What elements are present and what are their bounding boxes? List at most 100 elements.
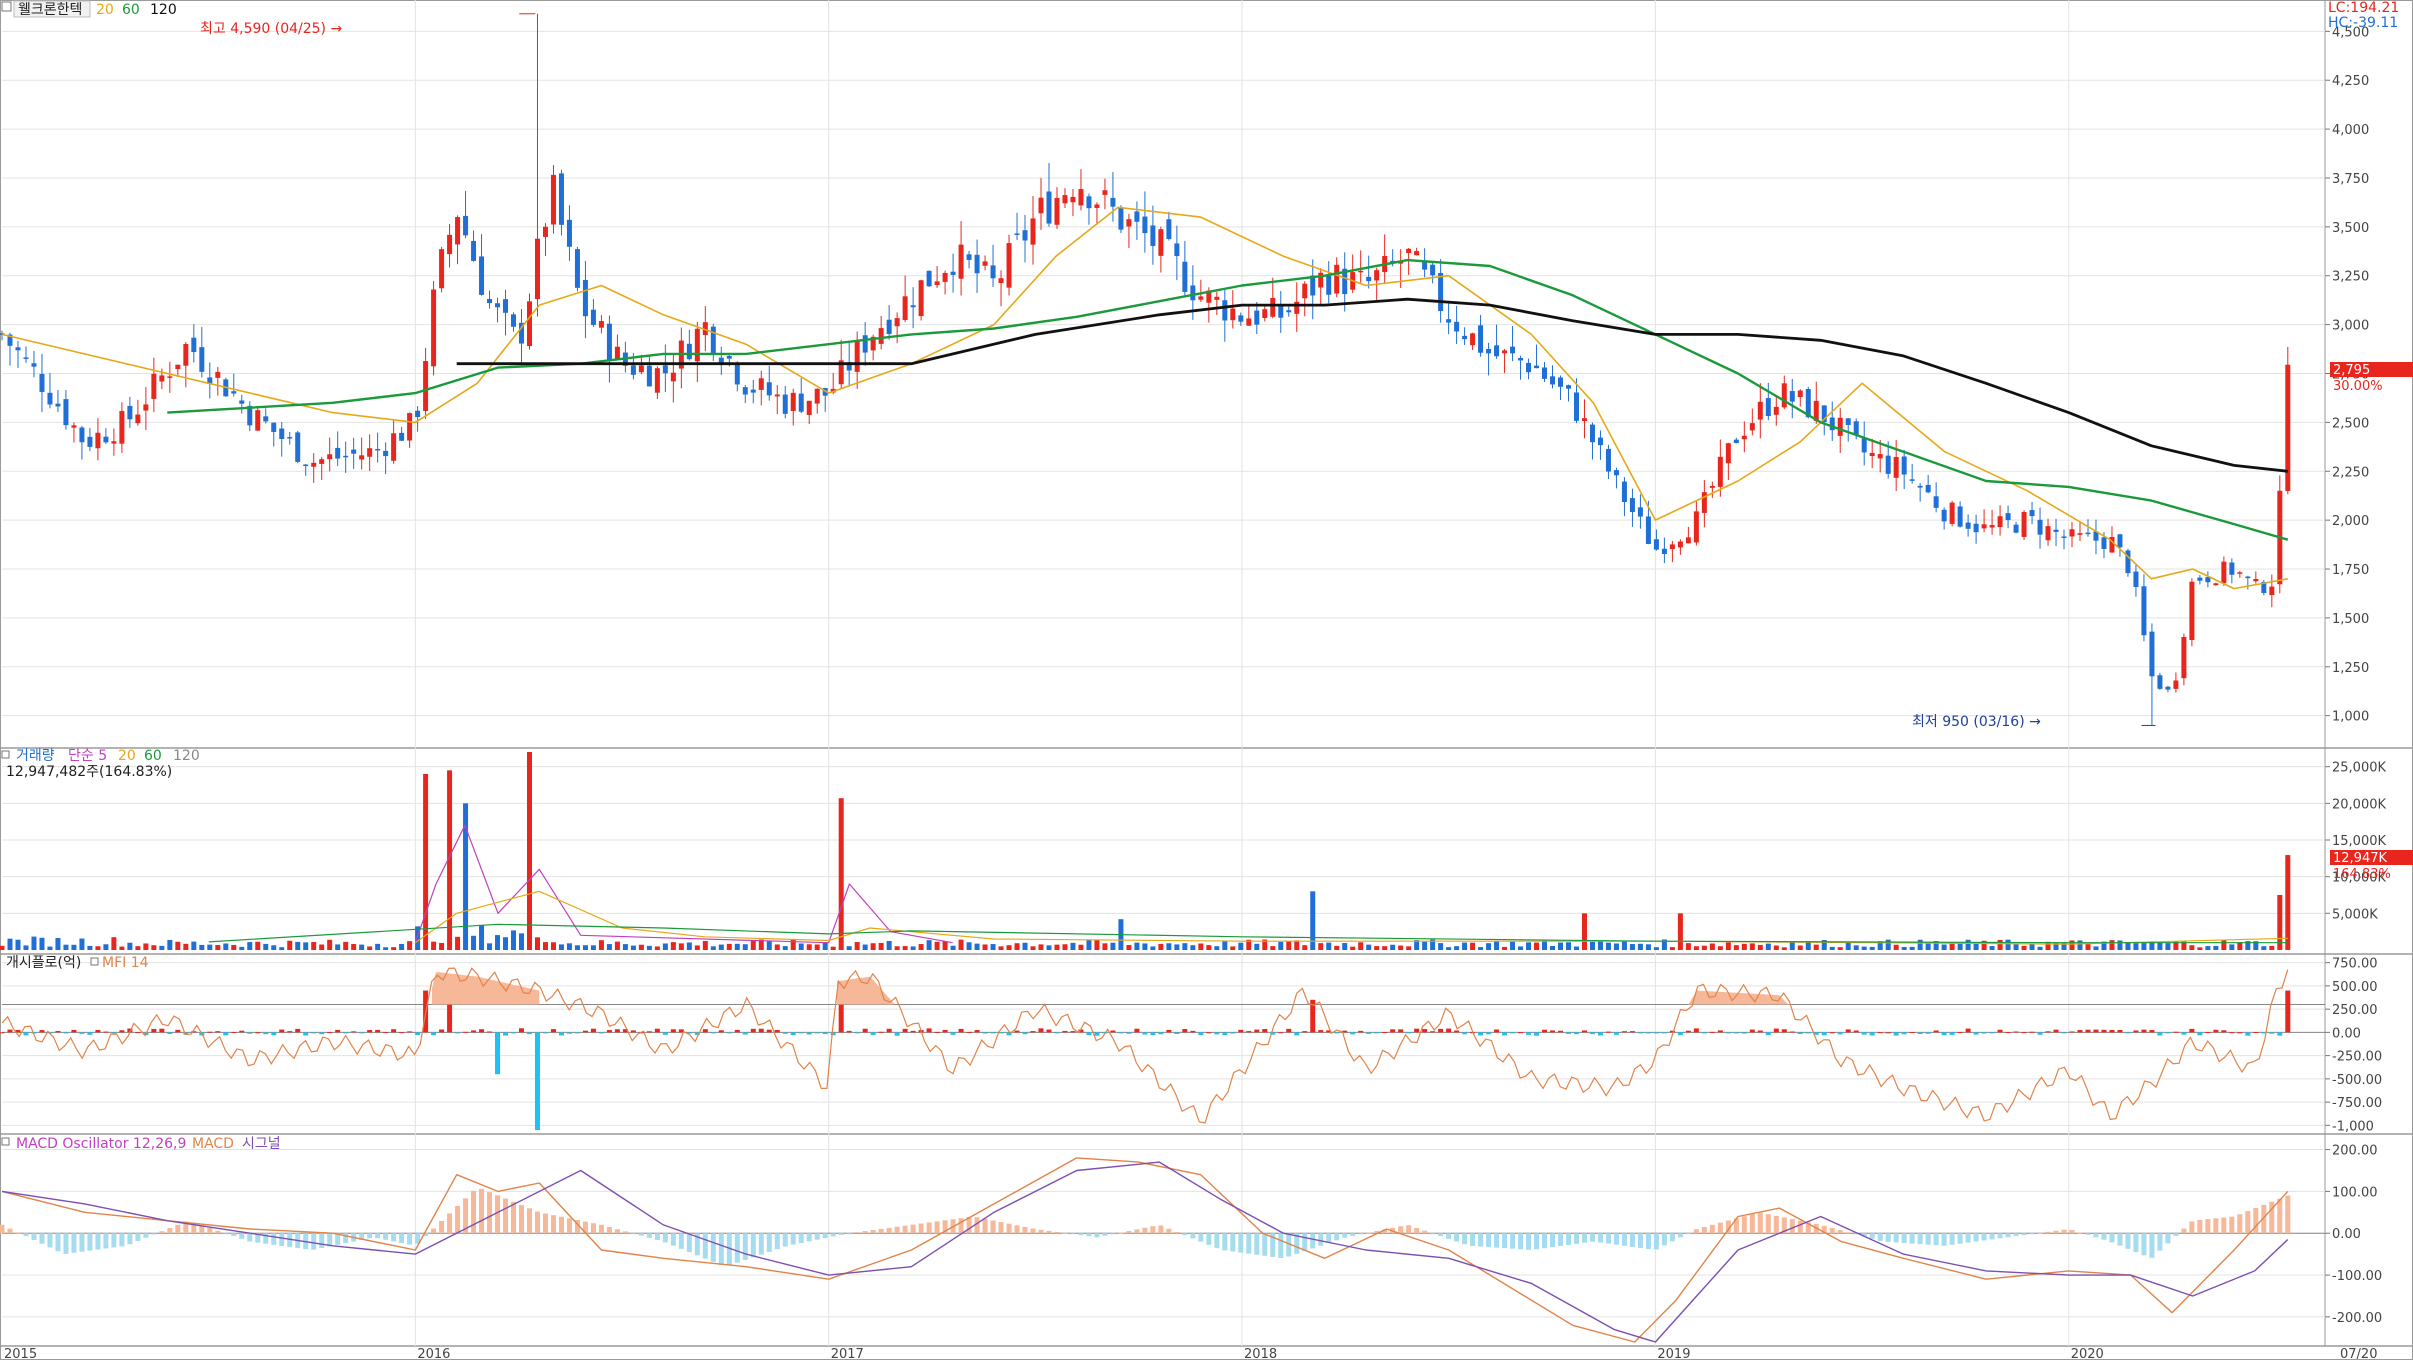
- money-flow-pane[interactable]: [0, 967, 2325, 1130]
- candle-body: [255, 410, 261, 431]
- oscillator-bar: [1118, 1232, 1124, 1234]
- flow-bar: [710, 1032, 716, 1034]
- pane-toggle-icon[interactable]: [1, 750, 10, 759]
- flow-bar: [1446, 1028, 1452, 1033]
- volume-bar: [1334, 945, 1340, 950]
- oscillator-bar: [135, 1233, 141, 1241]
- volume-bar: [2013, 944, 2019, 950]
- flow-bar: [750, 1028, 756, 1033]
- candle-body: [1358, 270, 1364, 273]
- flow-bar: [1669, 1030, 1675, 1033]
- oscillator-bar: [518, 1205, 524, 1234]
- oscillator-bar: [2197, 1219, 2203, 1234]
- candle-body: [1829, 417, 1835, 431]
- flow-bar: [175, 1029, 181, 1033]
- flow-bar: [375, 1029, 381, 1033]
- pane-toggle-icon[interactable]: [1, 1, 12, 12]
- flow-tick-label: -500.00: [2332, 1073, 2382, 1088]
- flow-bar: [974, 1030, 980, 1033]
- volume-bar: [790, 939, 796, 950]
- volume-bar: [175, 941, 181, 950]
- oscillator-bar: [1406, 1225, 1412, 1234]
- volume-bar: [1589, 941, 1595, 950]
- volume-pane[interactable]: [0, 752, 2291, 950]
- flow-bar: [1230, 1032, 1236, 1034]
- volume-bar: [662, 943, 668, 950]
- volume-bar: [119, 946, 125, 950]
- flow-bar: [111, 1032, 117, 1034]
- oscillator-bar: [127, 1233, 133, 1245]
- volume-bar: [1813, 944, 1819, 950]
- oscillator-bar: [287, 1233, 293, 1247]
- macd-pane[interactable]: [0, 1157, 2325, 1343]
- pane-toggle-icon[interactable]: [1, 1137, 10, 1146]
- candle-body: [550, 174, 556, 225]
- flow-bar: [1094, 1032, 1100, 1036]
- candle-body: [1246, 318, 1252, 326]
- flow-bar: [1981, 1032, 1987, 1034]
- flow-bar: [1126, 1032, 1132, 1034]
- flow-bar: [1486, 1032, 1492, 1035]
- pane-toggle-icon[interactable]: [90, 957, 99, 966]
- oscillator-bar: [1438, 1233, 1444, 1237]
- flow-bar: [391, 1029, 397, 1033]
- flow-bar: [654, 1028, 660, 1033]
- candle-body: [886, 319, 892, 335]
- volume-bar: [1781, 947, 1787, 950]
- candle-body: [598, 321, 604, 328]
- volume-badge-pct: 164.83%: [2333, 867, 2391, 882]
- candle-body: [1637, 507, 1643, 517]
- volume-bar: [1486, 943, 1492, 950]
- stock-name-box[interactable]: [13, 0, 91, 18]
- volume-bar: [1853, 945, 1859, 950]
- volume-bar: [550, 942, 556, 950]
- volume-bar: [1190, 945, 1196, 950]
- price-tick-label: 2,000: [2332, 514, 2369, 529]
- candle-body: [1030, 218, 1036, 245]
- oscillator-bar: [2093, 1233, 2099, 1238]
- oscillator-bar: [1302, 1233, 1308, 1252]
- price-tick-label: 2,500: [2332, 416, 2369, 431]
- volume-bar: [2061, 942, 2067, 950]
- flow-tick-label: 0.00: [2332, 1026, 2361, 1041]
- flow-bar: [2237, 1032, 2243, 1034]
- oscillator-bar: [1565, 1233, 1571, 1245]
- candle-body: [518, 322, 524, 344]
- candle-body: [1454, 321, 1460, 332]
- oscillator-bar: [87, 1233, 93, 1251]
- volume-bar: [1454, 946, 1460, 950]
- oscillator-bar: [359, 1233, 365, 1240]
- flow-bar: [119, 1030, 125, 1033]
- flow-bar: [455, 1032, 461, 1034]
- candle-body: [1174, 243, 1180, 257]
- price-pane[interactable]: [0, 13, 2291, 726]
- oscillator-bar: [974, 1217, 980, 1234]
- flow-bar: [383, 1032, 389, 1034]
- candle-body: [1733, 439, 1739, 444]
- volume-bar: [287, 940, 293, 950]
- volume-bar: [606, 944, 612, 950]
- flow-bar: [1973, 1032, 1979, 1035]
- oscillator-bar: [1414, 1227, 1420, 1234]
- candle-body: [1278, 305, 1284, 318]
- oscillator-bar: [1038, 1229, 1044, 1234]
- candle-body: [151, 373, 157, 399]
- volume-bar: [558, 944, 564, 950]
- candle-body: [159, 375, 165, 382]
- flow-bar: [1294, 1032, 1300, 1036]
- flow-bar: [1589, 1032, 1595, 1035]
- flow-bar: [1965, 1028, 1971, 1033]
- flow-bar: [1542, 1029, 1548, 1033]
- flow-bar: [1054, 1032, 1060, 1034]
- candle-body: [718, 357, 724, 364]
- oscillator-bar: [1462, 1233, 1468, 1245]
- candle-body: [2125, 550, 2131, 574]
- flow-bar: [79, 1032, 85, 1034]
- candle-body: [1997, 516, 2003, 528]
- oscillator-bar: [1526, 1233, 1532, 1250]
- oscillator-bar: [1733, 1218, 1739, 1234]
- flow-bar: [790, 1032, 796, 1036]
- volume-bar: [1438, 943, 1444, 950]
- oscillator-bar: [2101, 1233, 2107, 1240]
